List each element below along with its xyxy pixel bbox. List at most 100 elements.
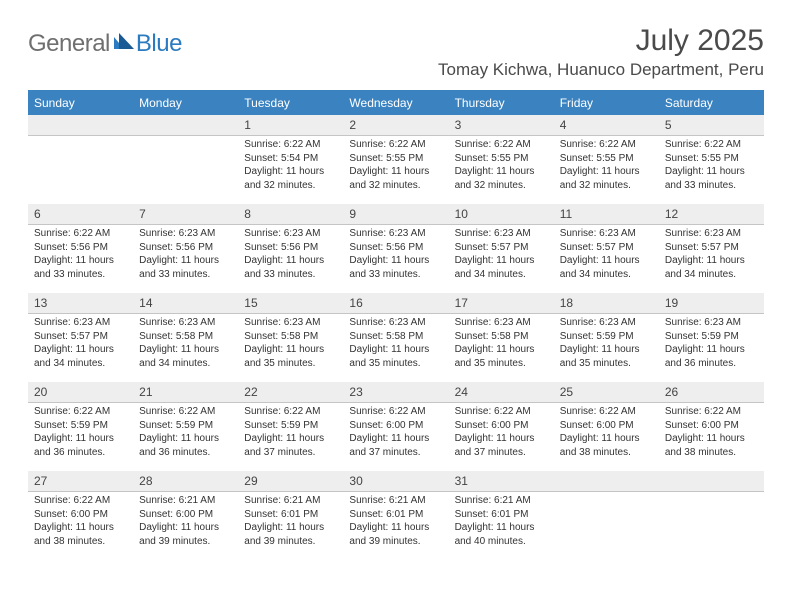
- cell-row: Sunrise: 6:23 AM Sunset: 5:57 PM Daylight:…: [28, 314, 764, 382]
- sunrise-text: Sunrise: 6:23 AM: [665, 227, 758, 241]
- sunrise-text: Sunrise: 6:22 AM: [244, 405, 337, 419]
- sunset-text: Sunset: 5:56 PM: [139, 241, 232, 255]
- day1-text: Daylight: 11 hours: [34, 432, 127, 446]
- sunset-text: Sunset: 6:01 PM: [244, 508, 337, 522]
- sunrise-text: Sunrise: 6:22 AM: [349, 405, 442, 419]
- date-number: 4: [554, 115, 659, 135]
- sunrise-text: Sunrise: 6:23 AM: [244, 227, 337, 241]
- day2-text: and 36 minutes.: [139, 446, 232, 460]
- day-cell: Sunrise: 6:22 AMSunset: 6:00 PMDaylight:…: [343, 403, 448, 471]
- day-cell: Sunrise: 6:23 AMSunset: 5:58 PMDaylight:…: [449, 314, 554, 382]
- date-number: 25: [554, 382, 659, 402]
- date-number: 12: [659, 204, 764, 224]
- day2-text: and 33 minutes.: [349, 268, 442, 282]
- sunset-text: Sunset: 6:00 PM: [34, 508, 127, 522]
- day1-text: Daylight: 11 hours: [139, 343, 232, 357]
- day-header-tue: Tuesday: [238, 92, 343, 115]
- sunrise-text: Sunrise: 6:22 AM: [34, 494, 127, 508]
- sunset-text: Sunset: 5:55 PM: [560, 152, 653, 166]
- day-cell: Sunrise: 6:23 AMSunset: 5:57 PMDaylight:…: [449, 225, 554, 293]
- day1-text: Daylight: 11 hours: [139, 521, 232, 535]
- date-number: 13: [28, 293, 133, 313]
- sunrise-text: Sunrise: 6:23 AM: [244, 316, 337, 330]
- sunset-text: Sunset: 5:55 PM: [455, 152, 548, 166]
- sunset-text: Sunset: 5:57 PM: [665, 241, 758, 255]
- cell-row: Sunrise: 6:22 AMSunset: 5:56 PMDaylight:…: [28, 225, 764, 293]
- date-number: 24: [449, 382, 554, 402]
- day-cell: Sunrise: 6:23 AMSunset: 5:57 PMDaylight:…: [554, 225, 659, 293]
- day2-text: and 32 minutes.: [560, 179, 653, 193]
- day1-text: Daylight: 11 hours: [455, 165, 548, 179]
- sunset-text: Sunset: 5:54 PM: [244, 152, 337, 166]
- date-number: 10: [449, 204, 554, 224]
- day1-text: Daylight: 11 hours: [455, 254, 548, 268]
- header: General Blue July 2025 Tomay Kichwa, Hua…: [28, 24, 764, 80]
- day2-text: and 34 minutes.: [34, 357, 127, 371]
- day-cell: Sunrise: 6:22 AMSunset: 6:00 PMDaylight:…: [554, 403, 659, 471]
- sunrise-text: Sunrise: 6:21 AM: [349, 494, 442, 508]
- day-cell: Sunrise: 6:22 AMSunset: 5:59 PMDaylight:…: [133, 403, 238, 471]
- sunset-text: Sunset: 6:01 PM: [349, 508, 442, 522]
- day-cell: Sunrise: 6:23 AMSunset: 5:57 PMDaylight:…: [659, 225, 764, 293]
- day2-text: and 39 minutes.: [139, 535, 232, 549]
- day2-text: and 32 minutes.: [455, 179, 548, 193]
- day2-text: and 34 minutes.: [455, 268, 548, 282]
- sunrise-text: Sunrise: 6:22 AM: [665, 138, 758, 152]
- day2-text: and 39 minutes.: [244, 535, 337, 549]
- day-cell: Sunrise: 6:23 AMSunset: 5:58 PMDaylight:…: [238, 314, 343, 382]
- day2-text: and 35 minutes.: [560, 357, 653, 371]
- date-number: 19: [659, 293, 764, 313]
- day-header-thu: Thursday: [449, 92, 554, 115]
- day2-text: and 37 minutes.: [349, 446, 442, 460]
- date-number: 17: [449, 293, 554, 313]
- date-number: 1: [238, 115, 343, 135]
- day2-text: and 33 minutes.: [244, 268, 337, 282]
- day2-text: and 35 minutes.: [244, 357, 337, 371]
- day1-text: Daylight: 11 hours: [34, 254, 127, 268]
- sunrise-text: Sunrise: 6:23 AM: [349, 227, 442, 241]
- day-header-mon: Monday: [133, 92, 238, 115]
- day1-text: Daylight: 11 hours: [665, 343, 758, 357]
- sunrise-text: Sunrise: 6:21 AM: [244, 494, 337, 508]
- sunrise-text: Sunrise: 6:22 AM: [455, 138, 548, 152]
- day-cell: Sunrise: 6:23 AMSunset: 5:56 PMDaylight:…: [343, 225, 448, 293]
- day-cell: [133, 136, 238, 204]
- logo-text-blue: Blue: [136, 30, 182, 58]
- date-number: [133, 115, 238, 135]
- day2-text: and 38 minutes.: [560, 446, 653, 460]
- day-cell: Sunrise: 6:23 AMSunset: 5:59 PMDaylight:…: [554, 314, 659, 382]
- day-cell: Sunrise: 6:22 AMSunset: 5:55 PMDaylight:…: [554, 136, 659, 204]
- sunset-text: Sunset: 5:55 PM: [349, 152, 442, 166]
- weeks-container: 12345Sunrise: 6:22 AMSunset: 5:54 PMDayl…: [28, 115, 764, 560]
- sunset-text: Sunset: 5:59 PM: [244, 419, 337, 433]
- day-cell: Sunrise: 6:22 AMSunset: 5:55 PMDaylight:…: [449, 136, 554, 204]
- sunrise-text: Sunrise: 6:23 AM: [560, 316, 653, 330]
- day1-text: Daylight: 11 hours: [560, 165, 653, 179]
- day-cell: Sunrise: 6:22 AMSunset: 6:00 PMDaylight:…: [28, 492, 133, 560]
- day1-text: Daylight: 11 hours: [34, 521, 127, 535]
- sunset-text: Sunset: 5:58 PM: [139, 330, 232, 344]
- day2-text: and 33 minutes.: [139, 268, 232, 282]
- sunset-text: Sunset: 5:57 PM: [34, 330, 127, 344]
- sunrise-text: Sunrise: 6:23 AM: [665, 316, 758, 330]
- day-cell: Sunrise: 6:21 AMSunset: 6:01 PMDaylight:…: [343, 492, 448, 560]
- sunrise-text: Sunrise: 6:22 AM: [665, 405, 758, 419]
- date-number: 2: [343, 115, 448, 135]
- day2-text: and 38 minutes.: [665, 446, 758, 460]
- sunset-text: Sunset: 5:56 PM: [349, 241, 442, 255]
- date-number: 30: [343, 471, 448, 491]
- day-cell: Sunrise: 6:22 AMSunset: 5:55 PMDaylight:…: [659, 136, 764, 204]
- day-cell: Sunrise: 6:22 AMSunset: 6:00 PMDaylight:…: [659, 403, 764, 471]
- date-number: 7: [133, 204, 238, 224]
- location-text: Tomay Kichwa, Huanuco Department, Peru: [438, 60, 764, 80]
- day2-text: and 38 minutes.: [34, 535, 127, 549]
- day2-text: and 34 minutes.: [560, 268, 653, 282]
- date-row: 2728293031: [28, 471, 764, 492]
- day1-text: Daylight: 11 hours: [455, 343, 548, 357]
- day-cell: Sunrise: 6:23 AMSunset: 5:57 PMDaylight:…: [28, 314, 133, 382]
- day1-text: Daylight: 11 hours: [244, 432, 337, 446]
- day-cell: Sunrise: 6:22 AMSunset: 5:54 PMDaylight:…: [238, 136, 343, 204]
- day2-text: and 32 minutes.: [349, 179, 442, 193]
- day2-text: and 36 minutes.: [665, 357, 758, 371]
- day1-text: Daylight: 11 hours: [244, 165, 337, 179]
